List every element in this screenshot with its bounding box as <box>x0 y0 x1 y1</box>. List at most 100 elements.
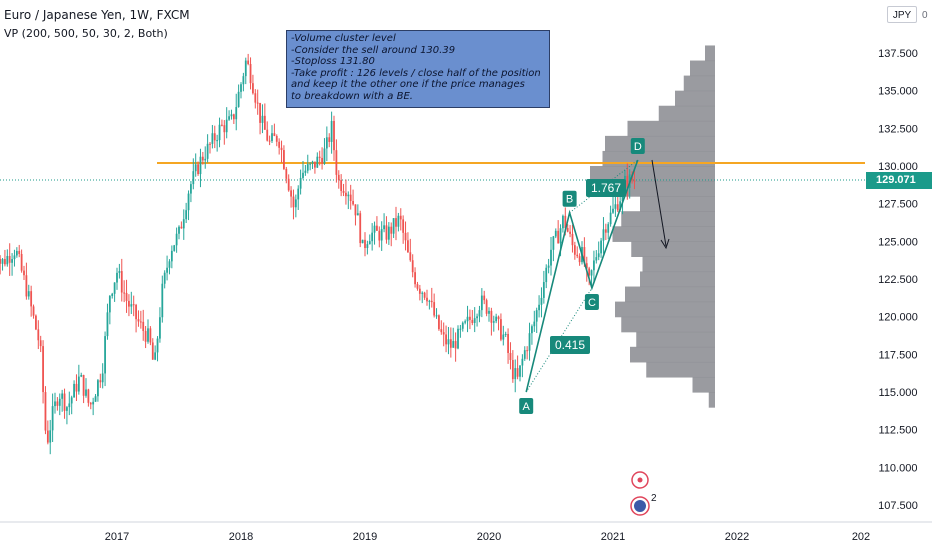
symbol-title[interactable]: Euro / Japanese Yen, 1W, FXCM <box>4 8 190 22</box>
candle-body <box>304 170 307 173</box>
candle-body <box>619 201 622 211</box>
candle-body <box>273 133 276 136</box>
candle-body <box>278 141 281 148</box>
candle-body <box>376 225 378 231</box>
candle-body <box>492 321 495 323</box>
candle-body <box>25 275 28 297</box>
candle-body <box>63 393 66 411</box>
candle-body <box>590 270 593 276</box>
candle-body <box>271 133 273 142</box>
price-tick-label: 122.500 <box>878 274 918 286</box>
candle-body <box>280 147 283 151</box>
price-tick-label: 127.500 <box>878 199 918 211</box>
candle-body <box>299 177 302 189</box>
price-tick-label: 110.000 <box>879 462 918 474</box>
candle-body <box>366 244 369 249</box>
candle-body <box>42 346 44 393</box>
volume-profile-bar <box>627 120 715 137</box>
volume-profile-bar <box>630 346 715 363</box>
candle-body <box>80 375 83 377</box>
pattern-point-label-bg <box>630 137 645 154</box>
candle-body <box>552 236 555 250</box>
candle-body <box>185 210 188 220</box>
candle-body <box>0 258 2 264</box>
candle-body <box>128 300 130 307</box>
candle-body <box>550 249 552 266</box>
candle-body <box>337 174 340 181</box>
time-tick-label: 2019 <box>353 531 377 543</box>
currency-suffix: 0 <box>922 10 928 21</box>
candle-body <box>609 212 612 225</box>
candle-body <box>213 133 216 141</box>
candle-body <box>612 208 614 213</box>
trade-note-box[interactable]: -Volume cluster level -Consider the sell… <box>286 30 550 108</box>
candle-body <box>82 375 85 396</box>
candle-body <box>395 218 397 227</box>
candle-body <box>111 293 114 297</box>
candle-body <box>230 114 233 117</box>
candle-body <box>323 148 326 164</box>
candle-body <box>294 199 297 208</box>
currency-button[interactable]: JPY 0 <box>887 6 928 23</box>
candle-body <box>488 310 490 314</box>
indicator-legend[interactable]: VP (200, 500, 50, 30, 2, Both) <box>4 27 168 40</box>
candle-body <box>325 137 328 149</box>
candle-body <box>187 193 190 211</box>
candle-body <box>545 267 548 283</box>
candle-body <box>13 255 16 260</box>
candle-body <box>232 114 235 120</box>
candle-body <box>433 302 436 316</box>
price-tick-label: 130.000 <box>878 161 918 173</box>
candle-body <box>70 397 73 404</box>
candle-body <box>244 60 247 77</box>
volume-profile-bar <box>640 271 715 288</box>
candle-body <box>490 310 493 323</box>
candle-body <box>170 250 173 262</box>
candle-body <box>380 229 383 241</box>
time-tick-label: 2017 <box>105 531 129 543</box>
candle-body <box>368 241 371 245</box>
candle-body <box>459 328 462 330</box>
candle-body <box>359 213 362 244</box>
pattern-ratio-line <box>525 287 593 393</box>
volume-profile-bar <box>636 331 715 348</box>
candle-body <box>209 143 211 145</box>
candle-body <box>163 272 166 284</box>
candle-body <box>247 60 250 64</box>
ratio-label-bg <box>586 179 626 197</box>
candle-body <box>125 292 128 301</box>
candle-body <box>68 403 71 408</box>
candle-body <box>256 102 259 104</box>
candle-body <box>495 316 498 322</box>
volume-profile-bar <box>683 75 715 92</box>
candle-body <box>166 267 168 273</box>
candle-body <box>361 239 364 244</box>
event-count-badge: 2 <box>651 493 657 504</box>
candle-body <box>254 93 257 103</box>
candle-body <box>526 350 529 352</box>
candle-body <box>371 232 374 242</box>
candle-body <box>547 265 550 268</box>
volume-profile-bar <box>690 60 715 77</box>
candle-body <box>309 163 312 165</box>
candle-body <box>101 373 104 383</box>
candle-body <box>416 284 419 289</box>
candle-body <box>261 115 264 123</box>
candle-body <box>118 271 121 273</box>
volume-profile-bar <box>658 105 715 122</box>
candle-body <box>221 124 223 126</box>
candle-body <box>447 339 450 345</box>
candle-body <box>180 226 183 229</box>
candle-body <box>566 228 569 232</box>
last-price-badge: 129.071 <box>866 172 932 189</box>
price-tick-label: 135.000 <box>878 86 918 98</box>
candle-body <box>106 312 109 337</box>
volume-profile-bar <box>605 135 715 152</box>
candle-body <box>99 380 102 383</box>
candle-body <box>438 315 440 330</box>
projection-arrowhead <box>660 238 670 250</box>
candle-body <box>20 253 23 271</box>
volume-profile-bar <box>646 361 715 378</box>
